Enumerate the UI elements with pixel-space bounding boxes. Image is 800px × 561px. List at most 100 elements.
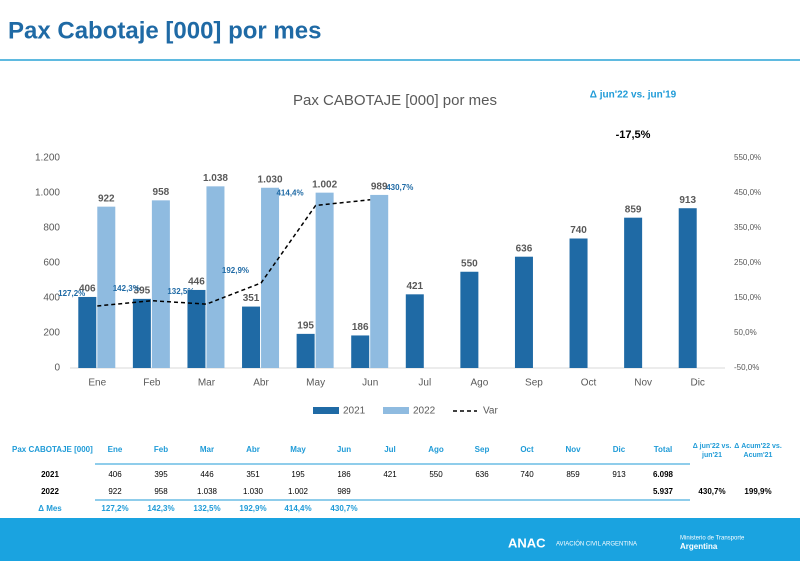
x-tick-label: Mar bbox=[198, 378, 216, 389]
bar-label: 958 bbox=[153, 187, 170, 198]
y-tick-label: 800 bbox=[43, 223, 60, 234]
bar-label: 421 bbox=[406, 281, 423, 292]
x-tick-label: Oct bbox=[581, 378, 597, 389]
x-tick-label: Jun bbox=[362, 378, 378, 389]
bar bbox=[370, 194, 389, 368]
y2-tick-label: 250,0% bbox=[734, 258, 761, 267]
bar-label: 446 bbox=[188, 277, 205, 288]
y-tick-label: 200 bbox=[43, 328, 60, 339]
bar bbox=[187, 289, 206, 368]
bar-label: 922 bbox=[98, 193, 115, 204]
footer-ministry: Ministerio de Transporte bbox=[680, 536, 745, 542]
y2-tick-label: 150,0% bbox=[734, 293, 761, 302]
bar-label: 550 bbox=[461, 258, 478, 269]
y2-tick-label: 550,0% bbox=[734, 153, 761, 162]
table-cell: 6.098 bbox=[653, 470, 674, 479]
bar-label: 636 bbox=[516, 243, 533, 254]
table-header: Δ jun'22 vs. jun'21 bbox=[693, 443, 732, 459]
var-line bbox=[97, 199, 371, 307]
bar bbox=[569, 238, 588, 368]
table-cell: 958 bbox=[154, 487, 168, 496]
x-tick-label: Jul bbox=[418, 378, 431, 389]
x-tick-label: Ago bbox=[470, 378, 488, 389]
bar bbox=[624, 217, 643, 368]
bar bbox=[261, 187, 280, 368]
table-cell: 127,2% bbox=[101, 504, 128, 513]
table-cell: 132,5% bbox=[193, 504, 220, 513]
bar-label: 1.002 bbox=[312, 179, 337, 190]
table-header: Ene bbox=[108, 445, 123, 454]
footer-logo: ANAC bbox=[508, 535, 546, 550]
var-label: 414,4% bbox=[276, 189, 303, 198]
table-cell: 740 bbox=[520, 470, 534, 479]
table-cell: 922 bbox=[108, 487, 122, 496]
x-tick-label: Ene bbox=[88, 378, 106, 389]
table-cell: 430,7% bbox=[330, 504, 357, 513]
bar-label: 859 bbox=[625, 204, 642, 215]
footer-country: Argentina bbox=[680, 542, 718, 551]
legend-label: 2022 bbox=[413, 406, 436, 417]
table-cell: 550 bbox=[429, 470, 443, 479]
x-tick-label: Nov bbox=[634, 378, 652, 389]
y2-tick-label: -50,0% bbox=[734, 363, 759, 372]
table-cell: 186 bbox=[337, 470, 351, 479]
x-tick-label: Dic bbox=[690, 378, 704, 389]
table-cell: 2022 bbox=[41, 487, 59, 496]
legend-label: 2021 bbox=[343, 406, 366, 417]
x-tick-label: May bbox=[306, 378, 325, 389]
bar bbox=[78, 296, 97, 368]
table-cell: 395 bbox=[154, 470, 168, 479]
bar bbox=[405, 294, 424, 368]
bar bbox=[678, 208, 697, 368]
table-cell: Δ Mes bbox=[38, 504, 62, 513]
var-label: 192,9% bbox=[222, 266, 249, 275]
bar-label: 1.030 bbox=[258, 174, 283, 185]
bar bbox=[151, 200, 170, 368]
annotation: -17,5% bbox=[616, 129, 651, 141]
var-label: 430,7% bbox=[386, 183, 413, 192]
table-cell: 421 bbox=[383, 470, 397, 479]
table-cell: 142,3% bbox=[147, 504, 174, 513]
table-cell: 195 bbox=[291, 470, 305, 479]
footer-sub: AVIACIÓN CIVIL ARGENTINA bbox=[556, 541, 637, 548]
table-header: Oct bbox=[520, 445, 534, 454]
bar bbox=[296, 333, 315, 368]
bar-label: 406 bbox=[79, 284, 96, 295]
annotation: Δ jun'22 vs. jun'19 bbox=[590, 90, 677, 101]
table-cell: 5.937 bbox=[653, 487, 674, 496]
x-tick-label: Abr bbox=[253, 378, 269, 389]
table-cell: 446 bbox=[200, 470, 214, 479]
chart-title: Pax CABOTAJE [000] por mes bbox=[293, 92, 497, 109]
bar bbox=[460, 271, 479, 368]
y2-tick-label: 50,0% bbox=[734, 328, 757, 337]
bar-label: 395 bbox=[134, 286, 151, 297]
table-header: Sep bbox=[475, 445, 490, 454]
table-cell: 430,7% bbox=[698, 487, 725, 496]
table-header: Ago bbox=[428, 445, 444, 454]
x-tick-label: Sep bbox=[525, 378, 543, 389]
table-cell: 636 bbox=[475, 470, 489, 479]
y-tick-label: 600 bbox=[43, 258, 60, 269]
table-cell: 2021 bbox=[41, 470, 59, 479]
legend-swatch bbox=[383, 407, 409, 414]
table-cell: 1.002 bbox=[288, 487, 309, 496]
table-header: Mar bbox=[200, 445, 214, 454]
legend-label: Var bbox=[483, 406, 498, 417]
table-cell: 1.030 bbox=[243, 487, 264, 496]
y-tick-label: 400 bbox=[43, 293, 60, 304]
table-cell: 859 bbox=[566, 470, 580, 479]
y2-tick-label: 350,0% bbox=[734, 223, 761, 232]
bar-label: 989 bbox=[371, 182, 388, 193]
bar bbox=[242, 306, 261, 368]
bar-label: 1.038 bbox=[203, 173, 228, 184]
table-header: Jun bbox=[337, 445, 351, 454]
table-header: Nov bbox=[565, 445, 581, 454]
var-label: 132,5% bbox=[167, 287, 194, 296]
bar bbox=[514, 256, 533, 368]
table-cell: 989 bbox=[337, 487, 351, 496]
table-cell: 913 bbox=[612, 470, 626, 479]
bar-label: 740 bbox=[570, 225, 587, 236]
bar-label: 186 bbox=[352, 322, 369, 333]
y-tick-label: 1.000 bbox=[35, 188, 60, 199]
